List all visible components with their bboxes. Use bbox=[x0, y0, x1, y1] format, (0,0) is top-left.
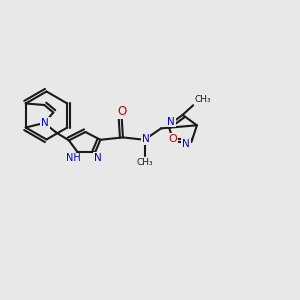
Text: N: N bbox=[142, 134, 149, 144]
Text: O: O bbox=[117, 105, 126, 118]
Text: CH₃: CH₃ bbox=[195, 95, 211, 104]
Text: O: O bbox=[168, 134, 177, 144]
Text: N: N bbox=[94, 153, 102, 163]
Text: N: N bbox=[182, 139, 190, 148]
Text: N: N bbox=[41, 118, 49, 128]
Text: NH: NH bbox=[66, 153, 81, 164]
Text: N: N bbox=[167, 117, 175, 127]
Text: CH₃: CH₃ bbox=[136, 158, 153, 167]
